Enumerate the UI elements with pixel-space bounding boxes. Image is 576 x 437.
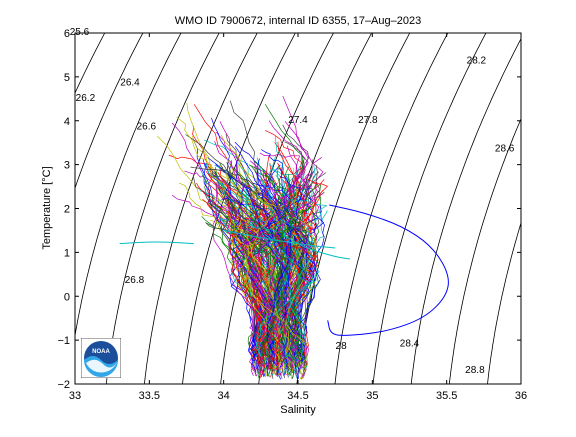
profile-line (254, 160, 302, 360)
profile-cloud (157, 95, 329, 380)
profile-line (241, 95, 309, 372)
contour-label: 26.8 (125, 275, 145, 286)
profile-line (227, 195, 279, 371)
profile-line (176, 116, 291, 377)
profile-line (196, 182, 316, 371)
profile-line (256, 193, 324, 365)
y-tick-label: 0 (64, 291, 70, 303)
density-contour (75, 33, 144, 190)
x-tick-label: 33.5 (139, 390, 160, 402)
density-contour (75, 33, 106, 95)
profile-line (203, 192, 263, 376)
profile-line (233, 160, 307, 379)
series-line (282, 234, 351, 260)
series-line (223, 229, 336, 249)
y-tick-label: 1 (64, 247, 70, 259)
density-contour (372, 33, 487, 384)
y-tick-label: 3 (64, 160, 70, 172)
y-tick-label: −2 (57, 379, 70, 391)
profile-line (211, 170, 307, 374)
y-tick-label: −1 (57, 335, 70, 347)
profile-line (217, 197, 290, 371)
profile-line (260, 120, 309, 375)
density-contour (182, 33, 296, 384)
profile-line (247, 182, 320, 368)
profile-line (240, 193, 310, 357)
density-contour (334, 33, 449, 384)
contour-label: 26.4 (120, 78, 140, 89)
x-tick-label: 35 (366, 390, 378, 402)
profile-line (247, 173, 316, 354)
x-axis-label: Salinity (280, 404, 316, 416)
profile-line (234, 146, 321, 363)
y-axis-label: Temperature [°C] (41, 166, 53, 249)
series-line (119, 241, 194, 245)
density-contour (143, 33, 258, 384)
y-tick-label: 6 (64, 28, 70, 40)
profile-line (190, 166, 304, 362)
contour-label: 27.8 (358, 115, 378, 126)
profile-line (205, 162, 314, 354)
profile-line (237, 207, 300, 371)
contour-label: 28.4 (400, 339, 420, 350)
contour-label: 28 (336, 341, 348, 352)
x-tick-label: 33 (69, 390, 81, 402)
profile-line (258, 178, 329, 370)
profile-line (230, 212, 306, 356)
y-tick-label: 4 (64, 116, 70, 128)
contour-label: 26.2 (76, 93, 96, 104)
contour-label: 27.4 (288, 115, 308, 126)
y-tick-label: 2 (64, 204, 70, 216)
x-tick-label: 34.5 (287, 390, 308, 402)
profile-line (266, 176, 303, 358)
profile-line (279, 219, 315, 365)
profile-line (228, 212, 286, 376)
contour-label: 28.8 (465, 365, 485, 376)
noaa-logo-text: NOAA (92, 349, 110, 355)
profile-line (232, 208, 290, 373)
density-contour (448, 117, 521, 384)
contour-label: 28.6 (495, 143, 515, 154)
density-contour (487, 221, 521, 384)
contour-label: 28.2 (467, 56, 487, 67)
profile-line (257, 158, 284, 367)
profile-line (226, 162, 275, 379)
noaa-logo: NOAA (80, 337, 122, 379)
profile-line (216, 177, 294, 366)
x-tick-label: 34 (218, 390, 230, 402)
series-lines (119, 204, 449, 336)
profile-line (234, 167, 284, 368)
x-tick-label: 35.5 (436, 390, 457, 402)
series-line (327, 204, 449, 336)
density-contour (75, 33, 182, 338)
chart-title: WMO ID 7900672, internal ID 6355, 17–Aug… (175, 15, 421, 27)
profile-line (266, 173, 294, 371)
profile-line (264, 214, 303, 363)
profile-line (252, 191, 313, 370)
profile-line (245, 189, 308, 374)
density-contour (0, 7, 5, 406)
profile-line (212, 182, 272, 364)
profile-line (249, 160, 317, 368)
x-tick-label: 36 (515, 390, 527, 402)
density-contour (410, 37, 521, 384)
contour-label: 26.6 (137, 122, 157, 133)
profile-line (261, 162, 300, 376)
y-tick-label: 5 (64, 72, 70, 84)
